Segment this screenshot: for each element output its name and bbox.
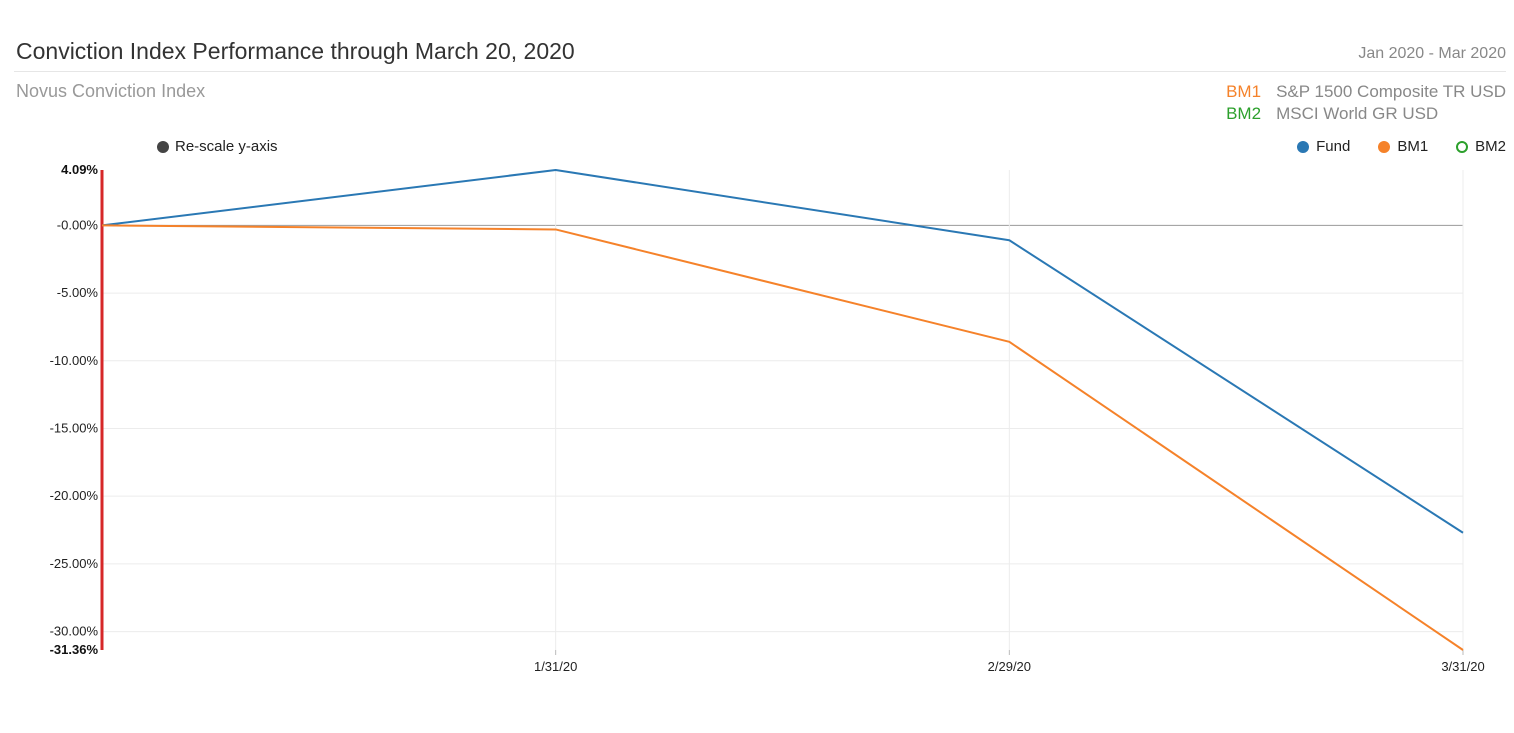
legend-label: BM1 <box>1397 138 1429 155</box>
x-tick-label: 1/31/20 <box>534 659 577 674</box>
legend-item-bm1[interactable]: BM1 <box>1378 138 1428 155</box>
y-tick-label: -0.00% <box>57 217 99 232</box>
benchmark-row-bm2: BM2 MSCI World GR USD <box>1226 103 1506 125</box>
y-tick-label: -15.00% <box>50 420 99 435</box>
benchmark-code: BM2 <box>1226 104 1262 123</box>
y-min-label: -31.36% <box>50 642 99 657</box>
series-line-fund <box>101 169 1464 534</box>
y-tick-label: -20.00% <box>50 488 99 503</box>
legend-dot-icon <box>1297 140 1310 153</box>
benchmark-name: S&P 1500 Composite TR USD <box>1276 82 1506 101</box>
benchmark-list: BM1 S&P 1500 Composite TR USD BM2 MSCI W… <box>1226 81 1506 125</box>
y-tick-label: -5.00% <box>57 285 99 300</box>
rescale-y-axis-toggle[interactable]: Re-scale y-axis <box>157 138 278 155</box>
chart-subtitle: Novus Conviction Index <box>16 81 206 101</box>
benchmark-name: MSCI World GR USD <box>1276 104 1439 123</box>
benchmark-row-bm1: BM1 S&P 1500 Composite TR USD <box>1226 81 1506 103</box>
rescale-dot-icon <box>157 140 169 153</box>
chart-title: Conviction Index Performance through Mar… <box>16 38 575 64</box>
y-tick-label: -25.00% <box>50 556 99 571</box>
legend-label: BM2 <box>1475 138 1506 155</box>
date-range: Jan 2020 - Mar 2020 <box>1358 45 1506 62</box>
chart-legend: Fund BM1 BM2 <box>1297 138 1506 155</box>
legend-dot-icon <box>1378 140 1391 153</box>
series-line-bm1 <box>101 224 1464 651</box>
x-tick-label: 2/29/20 <box>988 659 1031 674</box>
legend-item-fund[interactable]: Fund <box>1297 138 1350 155</box>
benchmark-code: BM1 <box>1226 82 1262 101</box>
legend-dot-icon <box>1456 140 1469 153</box>
legend-label: Fund <box>1316 138 1351 155</box>
legend-item-bm2[interactable]: BM2 <box>1456 138 1506 155</box>
y-tick-label: -30.00% <box>50 624 99 639</box>
rescale-label: Re-scale y-axis <box>175 138 278 155</box>
y-tick-label: -10.00% <box>50 353 99 368</box>
header-divider <box>14 71 1506 72</box>
y-max-label: 4.09% <box>61 162 98 177</box>
x-tick-label: 3/31/20 <box>1441 659 1484 674</box>
